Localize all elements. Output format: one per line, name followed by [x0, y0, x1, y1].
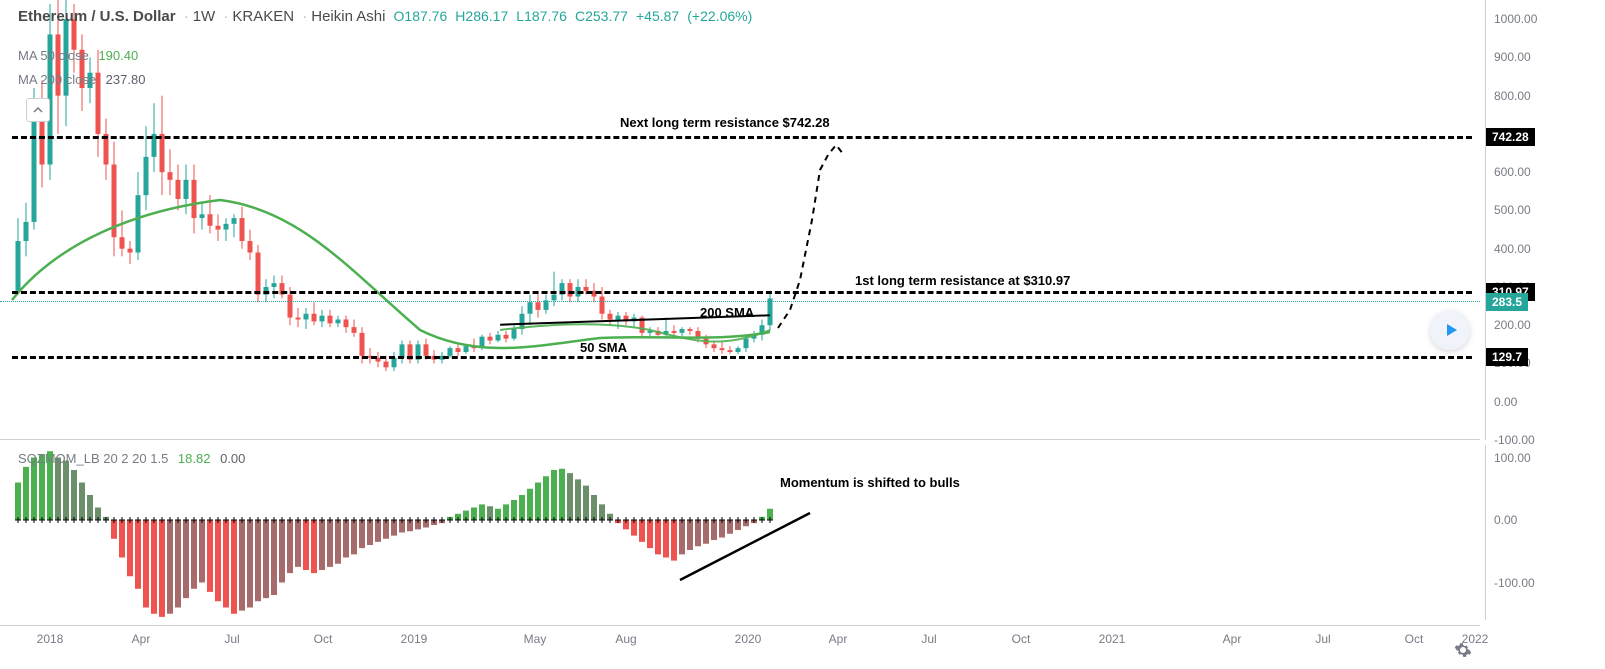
annotation-sma50: 50 SMA [580, 340, 627, 355]
resistance-line-311 [12, 291, 1472, 294]
gear-icon[interactable] [1454, 641, 1474, 661]
price-tag-742: 742.28 [1486, 128, 1535, 146]
ma50-indicator: MA 50 close 190.40 [18, 48, 138, 63]
yaxis-sub[interactable]: -100.000.00100.00 [1485, 445, 1605, 620]
projection-layer [0, 0, 1480, 440]
annotation-sma200: 200 SMA [700, 305, 754, 320]
resistance-line-742 [12, 136, 1472, 139]
yaxis-main[interactable]: 0.00100.00200.00300.00400.00500.00600.00… [1485, 0, 1605, 440]
play-button[interactable] [1430, 310, 1470, 350]
annotation-momentum: Momentum is shifted to bulls [780, 475, 960, 490]
collapse-button[interactable] [26, 98, 50, 122]
chart-header: Ethereum / U.S. Dollar ·1W ·KRAKEN ·Heik… [18, 8, 752, 25]
annotation-next-resistance: Next long term resistance $742.28 [620, 115, 830, 130]
xaxis[interactable]: 2018AprJulOct2019MayAug2020AprJulOct2021… [0, 625, 1480, 665]
symbol-name: Ethereum / U.S. Dollar [18, 8, 176, 25]
main-price-chart[interactable]: Ethereum / U.S. Dollar ·1W ·KRAKEN ·Heik… [0, 0, 1480, 440]
sqz-indicator: SQZMOM_LB 20 2 20 1.5 18.82 0.00 [18, 451, 245, 466]
momentum-trendline [0, 445, 1480, 620]
momentum-chart[interactable]: SQZMOM_LB 20 2 20 1.5 18.82 0.00 Momentu… [0, 445, 1480, 620]
support-line-129 [12, 356, 1472, 359]
price-tag-129: 129.7 [1486, 348, 1528, 366]
ma-layer [0, 0, 1480, 440]
price-tag-current: 283.5 [1486, 293, 1528, 311]
current-price-line [0, 301, 1480, 302]
annotation-first-resistance: 1st long term resistance at $310.97 [855, 273, 1070, 288]
ma200-indicator: MA 200 close 237.80 [18, 72, 145, 87]
candles-layer [0, 0, 1480, 440]
sqz-bars [0, 445, 1480, 620]
